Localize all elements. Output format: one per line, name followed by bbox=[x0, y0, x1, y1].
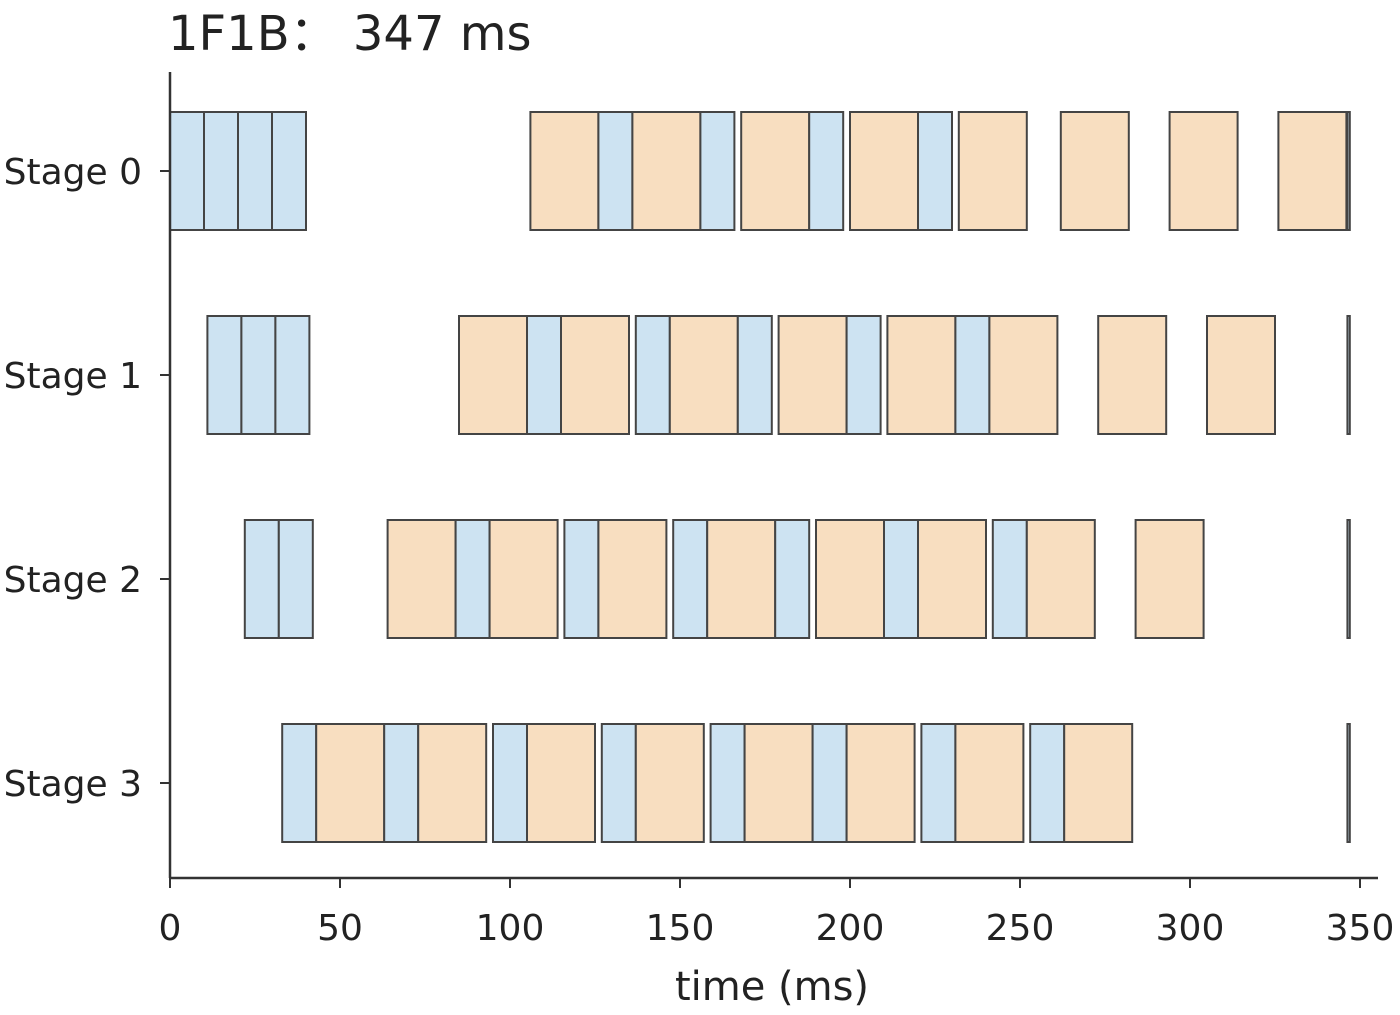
task-bar-backward bbox=[1168, 111, 1239, 231]
task-bar-backward bbox=[1097, 315, 1168, 435]
task-bar-forward bbox=[281, 723, 318, 843]
task-bar-forward bbox=[954, 315, 991, 435]
task-bar-forward bbox=[883, 519, 919, 639]
task-bar-backward bbox=[845, 723, 916, 843]
task-bar-forward bbox=[1346, 519, 1351, 639]
task-bar-backward bbox=[1134, 519, 1205, 639]
task-bar-forward bbox=[277, 519, 314, 639]
task-bar-backward bbox=[386, 519, 457, 639]
chart-title: 1F1B： 347 ms bbox=[168, 6, 532, 62]
task-bar-backward bbox=[777, 315, 848, 435]
task-bar-backward bbox=[954, 723, 1025, 843]
task-bar-forward bbox=[845, 315, 882, 435]
task-bar-forward bbox=[917, 111, 953, 231]
task-bar-backward bbox=[988, 315, 1059, 435]
task-bar-forward bbox=[709, 723, 746, 843]
task-bar-backward bbox=[668, 315, 739, 435]
x-tick-label: 50 bbox=[317, 908, 363, 949]
x-tick-label: 100 bbox=[476, 908, 545, 949]
task-bar-backward bbox=[488, 519, 559, 639]
task-bar-backward bbox=[526, 723, 596, 843]
task-bar-backward bbox=[597, 519, 668, 639]
task-bar-forward bbox=[563, 519, 600, 639]
task-bar-forward bbox=[206, 315, 243, 435]
stage-label: Stage 2 bbox=[4, 560, 142, 601]
task-bar-backward bbox=[631, 111, 702, 231]
task-bar-backward bbox=[458, 315, 528, 435]
task-bar-backward bbox=[957, 111, 1028, 231]
task-bar-forward bbox=[600, 723, 637, 843]
task-bar-forward bbox=[271, 111, 307, 231]
x-axis-label: time (ms) bbox=[675, 964, 869, 1010]
task-bar-backward bbox=[740, 111, 811, 231]
task-bar-forward bbox=[811, 723, 848, 843]
task-bar-backward bbox=[1063, 723, 1134, 843]
task-bar-forward bbox=[274, 315, 311, 435]
x-tick-label: 300 bbox=[1156, 908, 1225, 949]
task-bar-backward bbox=[1277, 111, 1348, 231]
task-bar-forward bbox=[240, 315, 277, 435]
x-tick-label: 350 bbox=[1326, 908, 1395, 949]
task-bar-forward bbox=[383, 723, 420, 843]
task-bar-backward bbox=[634, 723, 705, 843]
task-bar-forward bbox=[1029, 723, 1066, 843]
stage-label: Stage 3 bbox=[4, 764, 142, 805]
task-bar-forward bbox=[1346, 111, 1351, 231]
x-tick-label: 0 bbox=[159, 908, 182, 949]
task-bar-forward bbox=[454, 519, 491, 639]
y-axis-ticks: Stage 0 Stage 1 Stage 2 Stage 3 bbox=[4, 152, 170, 805]
task-bar-backward bbox=[917, 519, 987, 639]
task-bar-backward bbox=[1025, 519, 1096, 639]
task-bar-forward bbox=[169, 111, 205, 231]
x-axis-ticks: 0 50 100 150 200 250 300 350 bbox=[159, 878, 1395, 949]
x-tick-label: 200 bbox=[816, 908, 885, 949]
task-bar-backward bbox=[849, 111, 919, 231]
task-bar-backward bbox=[743, 723, 814, 843]
task-bar-forward bbox=[526, 315, 562, 435]
x-tick-label: 150 bbox=[646, 908, 715, 949]
x-tick-label: 250 bbox=[986, 908, 1055, 949]
task-bars bbox=[169, 111, 1351, 843]
task-bar-forward bbox=[699, 111, 736, 231]
task-bar-forward bbox=[672, 519, 709, 639]
task-bar-backward bbox=[1059, 111, 1130, 231]
task-bar-backward bbox=[560, 315, 630, 435]
stage-label: Stage 0 bbox=[4, 152, 142, 193]
stage-label: Stage 1 bbox=[4, 356, 142, 397]
task-bar-forward bbox=[991, 519, 1028, 639]
task-bar-backward bbox=[529, 111, 600, 231]
task-bar-forward bbox=[774, 519, 811, 639]
task-bar-backward bbox=[706, 519, 777, 639]
task-bar-backward bbox=[815, 519, 885, 639]
task-bar-forward bbox=[736, 315, 773, 435]
task-bar-forward bbox=[808, 111, 845, 231]
axes bbox=[168, 72, 1378, 880]
task-bar-forward bbox=[237, 111, 273, 231]
task-bar-forward bbox=[920, 723, 957, 843]
task-bar-forward bbox=[634, 315, 671, 435]
task-bar-forward bbox=[1346, 315, 1351, 435]
task-bar-forward bbox=[243, 519, 280, 639]
task-bar-backward bbox=[886, 315, 957, 435]
task-bar-backward bbox=[315, 723, 386, 843]
task-bar-forward bbox=[492, 723, 528, 843]
task-bar-forward bbox=[203, 111, 239, 231]
task-bar-forward bbox=[597, 111, 634, 231]
task-bar-backward bbox=[1206, 315, 1276, 435]
task-bar-forward bbox=[1346, 723, 1351, 843]
task-bar-backward bbox=[417, 723, 488, 843]
